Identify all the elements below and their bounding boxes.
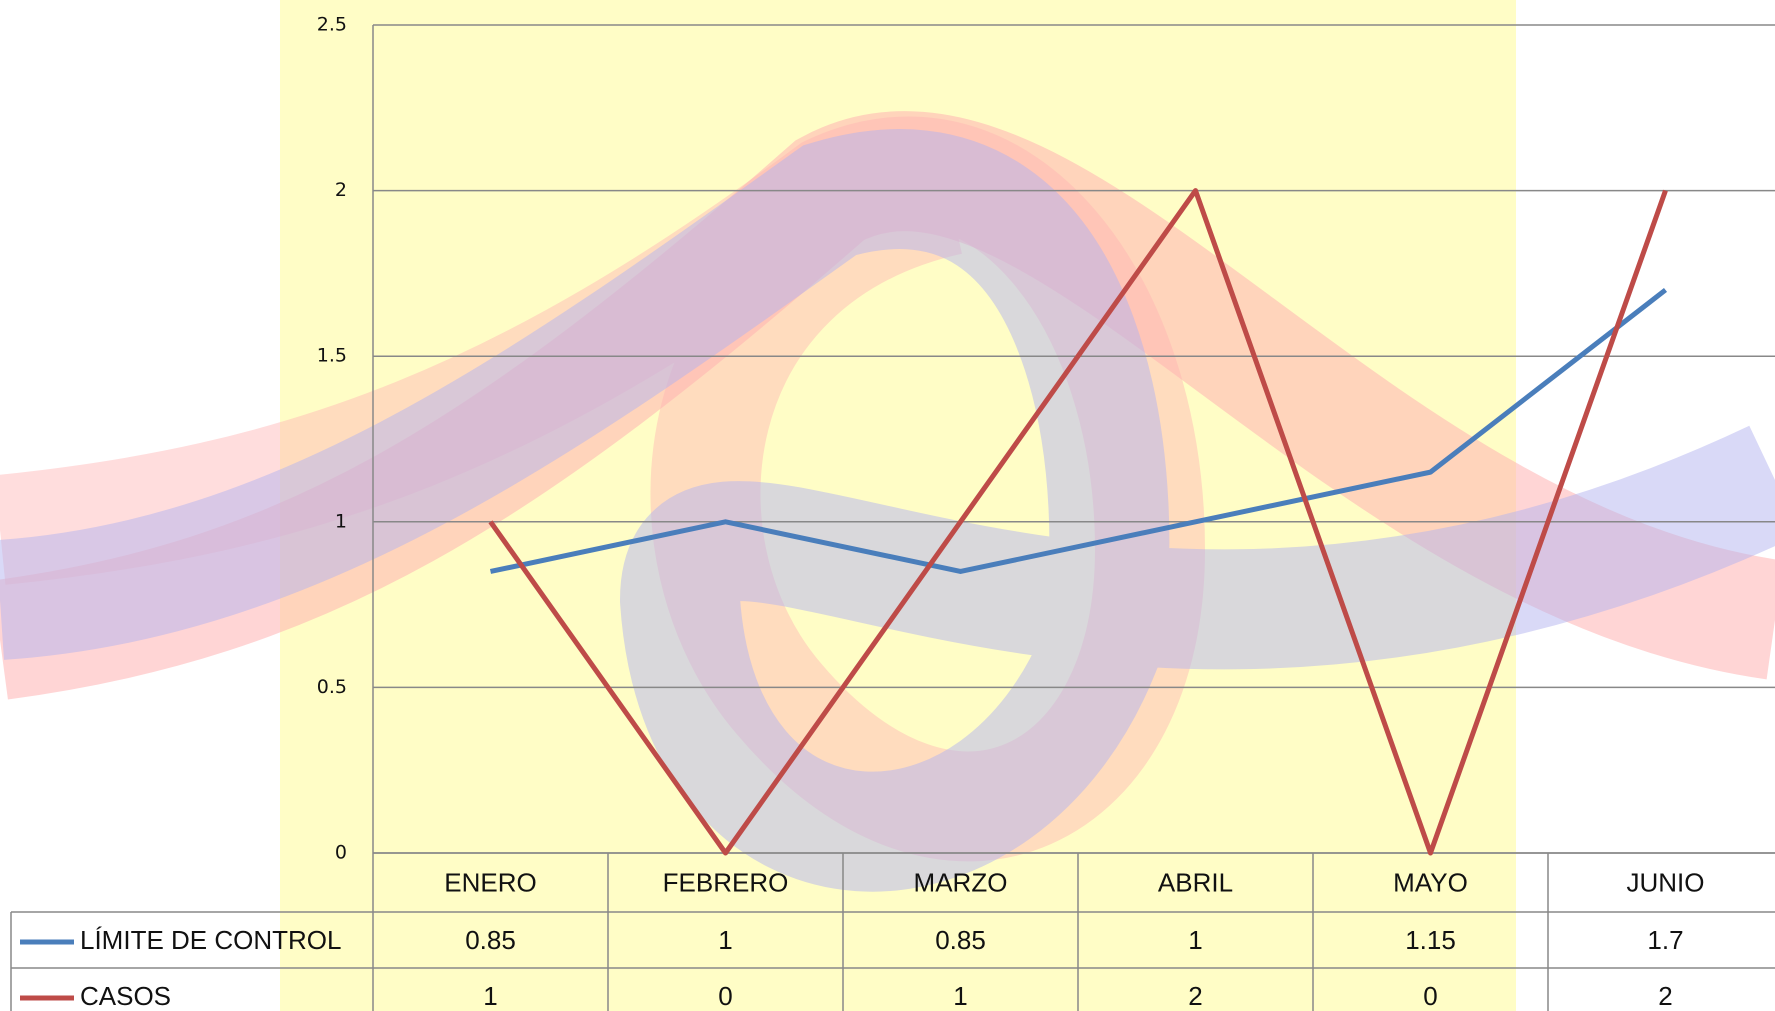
background (0, 0, 1775, 1011)
table-value: 2 (1188, 981, 1202, 1011)
y-tick-label: 0 (335, 842, 347, 864)
legend-label: LÍMITE DE CONTROL (80, 925, 341, 955)
x-tick-label: MAYO (1393, 867, 1468, 897)
y-tick-label: 2.5 (317, 14, 347, 36)
y-tick-label: 2 (335, 179, 347, 201)
legend-label: CASOS (80, 981, 171, 1011)
chart: 0 0.5 1 1.5 2 2.5 ENERO FEBRERO MARZO ABRIL MAYO JU… (0, 0, 1775, 1011)
table-value: 2 (1658, 981, 1672, 1011)
table-value: 0 (1423, 981, 1437, 1011)
y-tick-label: 1.5 (317, 345, 347, 367)
table-value: 1 (1188, 925, 1202, 955)
table-value: 1.7 (1647, 925, 1683, 955)
x-tick-label: MARZO (914, 867, 1008, 897)
table-value: 0.85 (935, 925, 986, 955)
table-value: 1 (483, 981, 497, 1011)
y-tick-label: 0.5 (317, 676, 347, 698)
x-tick-label: FEBRERO (663, 867, 789, 897)
x-tick-label: ABRIL (1158, 867, 1233, 897)
table-value: 1 (718, 925, 732, 955)
table-value: 0.85 (465, 925, 516, 955)
table-value: 1.15 (1405, 925, 1456, 955)
table-value: 0 (718, 981, 732, 1011)
table-value: 1 (953, 981, 967, 1011)
x-tick-label: ENERO (444, 867, 536, 897)
x-tick-label: JUNIO (1627, 867, 1705, 897)
y-tick-label: 1 (335, 510, 347, 532)
